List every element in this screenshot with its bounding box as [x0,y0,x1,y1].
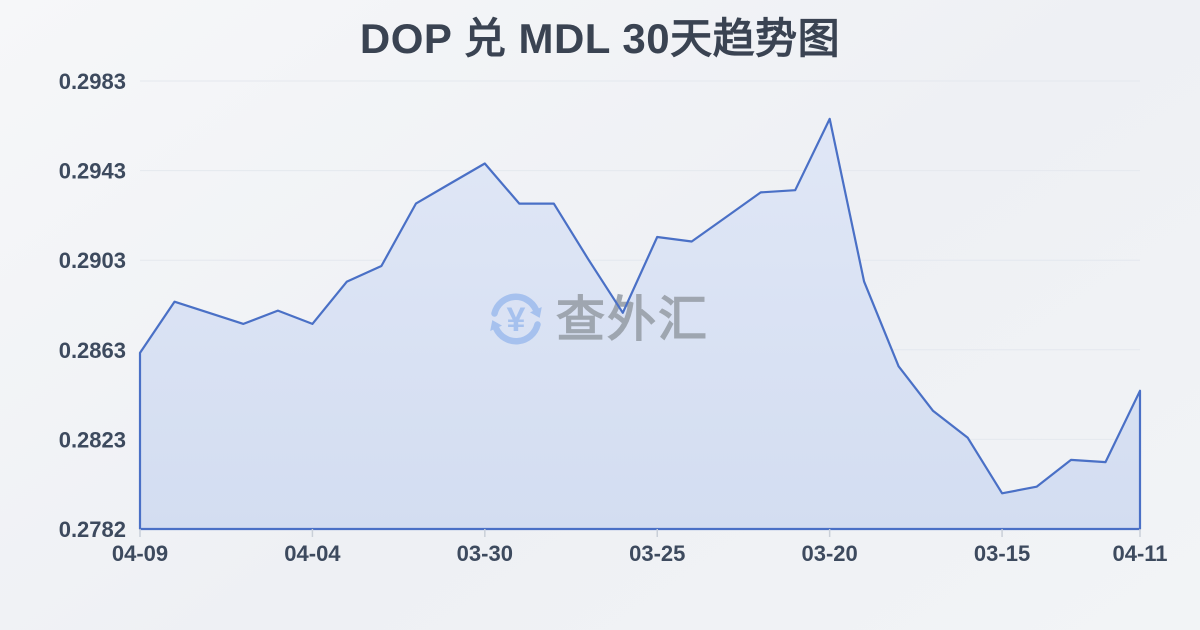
refresh-arrow-top-icon [530,307,542,318]
y-axis-label: 0.2943 [59,159,126,184]
watermark-yuan-symbol: ¥ [507,301,526,339]
watermark-refresh-icon: ¥ [490,293,542,345]
y-axis-label: 0.2782 [59,517,126,542]
refresh-arc-top-icon [491,293,540,317]
y-axis-label: 0.2983 [59,69,126,94]
x-axis-label: 04-11 [1112,541,1167,566]
x-axis-label: 03-30 [457,541,513,566]
refresh-arc-bottom-icon [492,321,541,345]
area-series [140,118,1140,530]
y-axis-labels: 0.2983 0.2943 0.2903 0.2863 0.2823 0.2782 [59,69,126,542]
watermark: ¥ 查外汇 [490,293,709,347]
watermark-text: 查外汇 [556,293,709,347]
x-axis-ticks [139,529,1141,537]
x-axis-label: 03-25 [629,541,685,566]
x-axis-label: 04-04 [284,541,341,566]
chart-title: DOP 兑 MDL 30天趋势图 [359,15,841,62]
x-axis-label: 03-20 [802,541,858,566]
y-axis-label: 0.2823 [59,427,126,452]
y-axis-label: 0.2903 [59,248,126,273]
x-axis-labels: 04-09 04-04 03-30 03-25 03-20 03-15 04-11 [112,541,1168,566]
y-axis-label: 0.2863 [59,338,126,363]
line-series [138,117,1142,531]
x-axis-label: 03-15 [974,541,1030,566]
refresh-arrow-bottom-icon [490,320,502,331]
x-axis-label: 04-09 [112,541,168,566]
